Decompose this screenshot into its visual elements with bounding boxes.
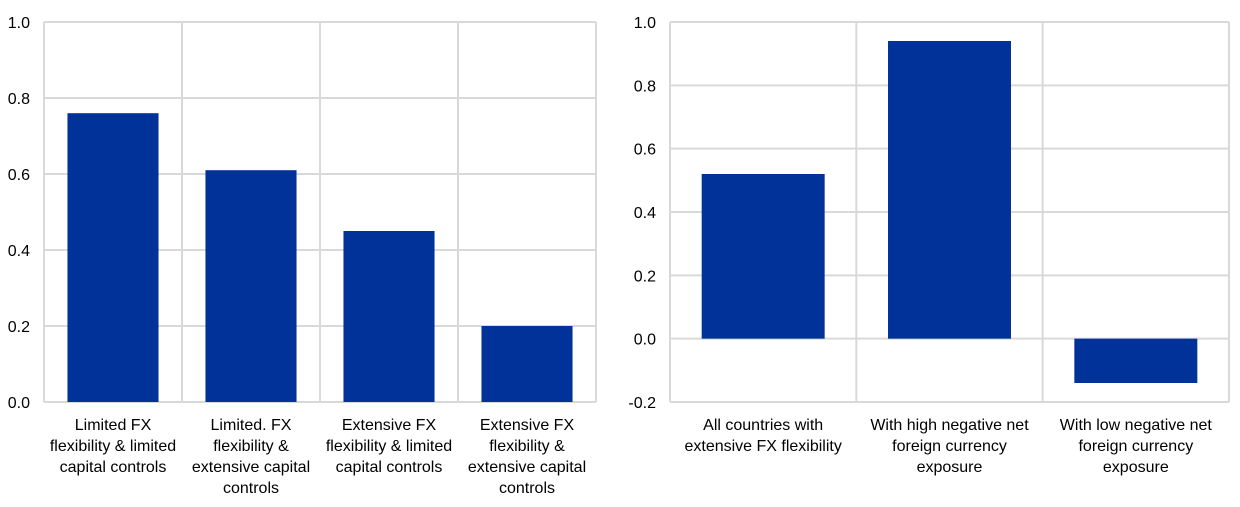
x-category-label-line: flexibility & [489,438,565,455]
x-category-label: With high negative net foreign currency ex… [870,417,1029,476]
x-category-label-line: Limited FX [75,417,152,434]
x-category-label-line: controls [223,480,279,497]
x-category-label-line: extensive FX flexibility [684,438,841,455]
x-category-label-line: foreign currency [1078,438,1193,455]
bar [888,41,1011,339]
bar [205,170,297,402]
y-tick-label: 0.6 [8,167,30,184]
x-category-label-line: With low negative net [1060,417,1213,434]
y-tick-label: 1.0 [634,15,656,32]
x-category-label: Extensive FX flexibility & extensive capit… [468,417,586,497]
x-category-label-line: exposure [1103,459,1169,476]
y-tick-label: 0.6 [634,142,656,159]
x-category-label-line: With high negative net [870,417,1029,434]
bar [481,326,573,402]
x-category-label: Limited FX flexibility & limited capital c… [50,417,176,476]
y-tick-label: 0.0 [8,395,30,412]
x-category-label: Extensive FX flexibility & limited capital… [326,417,452,476]
y-tick-label: 0.0 [634,332,656,349]
x-category-label-line: foreign currency [892,438,1007,455]
x-category-label-line: Limited. FX [211,417,292,434]
x-category-label-line: capital controls [336,459,443,476]
x-category-label: With low negative net foreign currency exp… [1060,417,1213,476]
y-tick-label: 0.4 [634,205,656,222]
y-tick-label: 1.0 [8,15,30,32]
x-category-label-line: Extensive FX [480,417,575,434]
y-tick-label: 0.8 [8,91,30,108]
y-tick-label: 0.2 [8,319,30,336]
x-category-label-line: flexibility & limited [326,438,452,455]
x-category-label-line: extensive capital [192,459,310,476]
bar [67,113,159,402]
x-category-label: All countries with extensive FX flexibili… [684,417,841,455]
chart-panel-2: -0.2 0.0 0.2 0.4 0.6 0.8 1.0 All countries with… [628,15,1230,476]
bar [1074,338,1198,383]
x-category-label-line: exposure [917,459,983,476]
y-tick-label: 0.2 [634,268,656,285]
y-tick-label: -0.2 [628,395,656,412]
x-category-label-line: flexibility & limited [50,438,176,455]
x-category-label-line: Extensive FX [342,417,437,434]
x-category-label-line: extensive capital [468,459,586,476]
x-category-label-line: flexibility & [213,438,289,455]
bar [701,174,825,339]
y-tick-label: 0.8 [634,78,656,95]
chart-panel-1: 0.0 0.2 0.4 0.6 0.8 1.0 Limited FX flexibility … [8,15,597,497]
x-category-label-line: controls [499,480,555,497]
bar [343,231,435,402]
x-category-label-line: capital controls [60,459,167,476]
y-tick-label: 0.4 [8,243,30,260]
x-category-label: Limited. FX flexibility & extensive capita… [192,417,310,497]
x-category-label-line: All countries with [703,417,823,434]
